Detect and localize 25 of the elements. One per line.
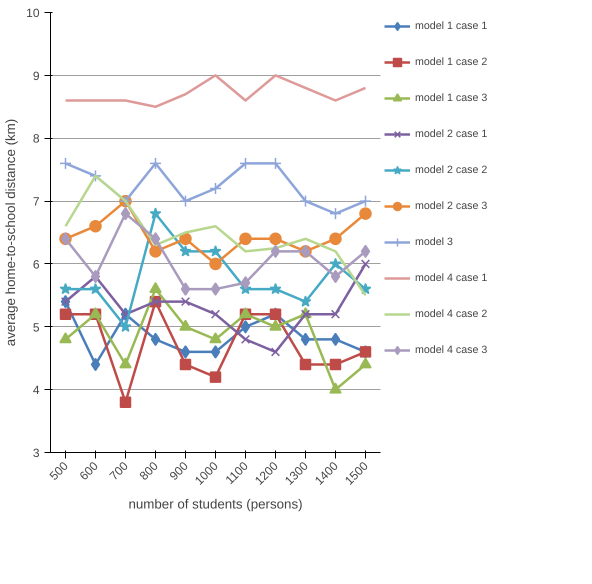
- x-tick-label: 800: [136, 458, 162, 483]
- y-tick-label: 9: [32, 68, 40, 83]
- y-tick-label: 6: [32, 257, 40, 272]
- legend-label: model 4 case 1: [415, 272, 488, 284]
- y-tick-label: 3: [32, 446, 40, 460]
- legend-label: model 4 case 3: [415, 344, 488, 356]
- y-axis-title: average home-to-school distance (km): [3, 118, 18, 346]
- y-tick-label: 4: [32, 383, 40, 398]
- legend-label: model 2 case 2: [415, 164, 488, 176]
- y-tick-label: 10: [26, 6, 40, 20]
- y-tick-label: 7: [32, 194, 40, 209]
- legend-label: model 4 case 2: [415, 308, 488, 320]
- x-axis-title: number of students (persons): [128, 496, 303, 512]
- y-tick-label: 8: [32, 132, 40, 146]
- legend-label: model 1 case 2: [415, 56, 488, 68]
- x-tick-label: 500: [46, 458, 72, 483]
- legend-label: model 1 case 3: [415, 92, 488, 104]
- legend-label: model 2 case 3: [415, 200, 488, 212]
- x-tick-label: 900: [166, 458, 192, 483]
- legend-label: model 2 case 1: [415, 128, 488, 140]
- y-tick-label: 5: [32, 320, 40, 334]
- x-tick-label: 600: [76, 458, 102, 483]
- x-tick-label: 700: [106, 458, 132, 483]
- legend-label: model 1 case 1: [415, 20, 488, 32]
- legend-label: model 3: [415, 236, 453, 248]
